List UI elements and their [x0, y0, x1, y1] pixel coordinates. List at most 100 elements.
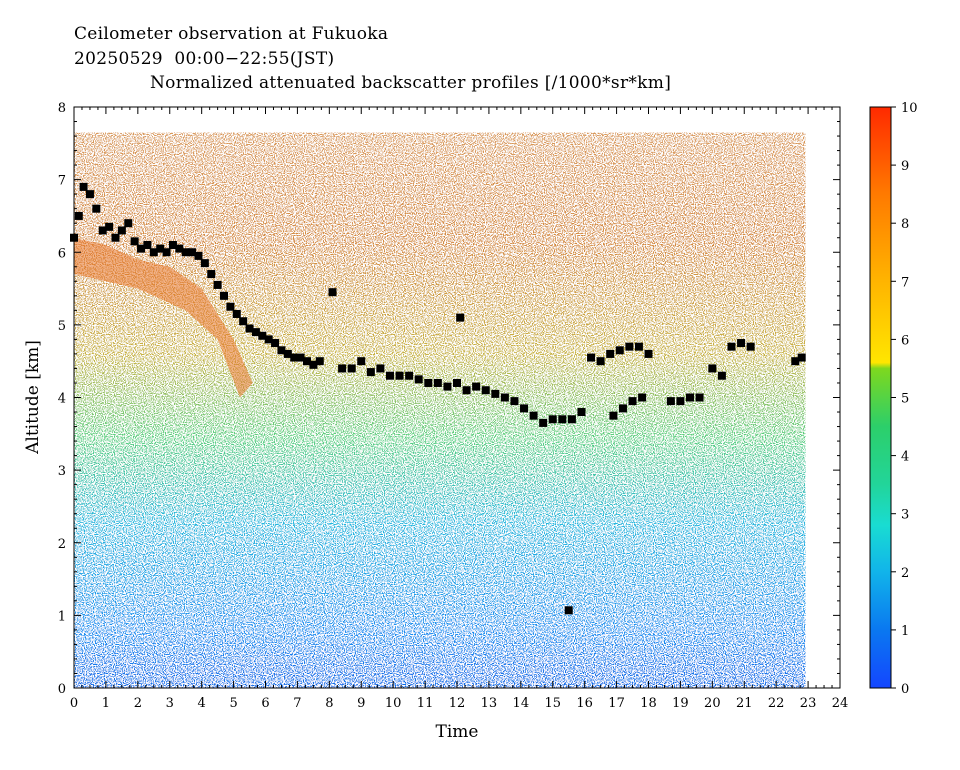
- no-data-top: [74, 107, 806, 133]
- cloud-base-point: [529, 411, 538, 420]
- cloud-base-point: [98, 226, 107, 235]
- x-tick-label: 14: [513, 696, 530, 711]
- colorbar-tick-label: 7: [901, 275, 909, 290]
- cloud-base-point: [548, 415, 557, 424]
- x-axis-label: Time: [436, 722, 479, 742]
- cloud-base-point: [587, 353, 596, 362]
- cloud-base-point: [277, 346, 286, 355]
- backscatter-heatmap: [74, 107, 840, 688]
- aerosol-layer: [74, 237, 253, 398]
- cloud-base-point: [168, 240, 177, 249]
- cloud-base-point: [366, 368, 375, 377]
- cloud-base-point: [539, 418, 548, 427]
- cloud-base-point: [644, 349, 653, 358]
- cloud-base-point: [685, 393, 694, 402]
- colorbar-tick-label: 0: [901, 682, 909, 697]
- cloud-base-point: [296, 353, 305, 362]
- cloud-base-point: [472, 382, 481, 391]
- cloud-base-point: [405, 371, 414, 380]
- x-tick-label: 0: [70, 696, 78, 711]
- x-tick-label: 23: [800, 696, 817, 711]
- colorbar-scale: [869, 106, 892, 689]
- cloud-base-point: [567, 415, 576, 424]
- cloud-base-point: [264, 335, 273, 344]
- cloud-base-point: [618, 404, 627, 413]
- cloud-base-point: [443, 382, 452, 391]
- cloud-base-point: [433, 378, 442, 387]
- x-tick-label: 19: [672, 696, 689, 711]
- cloud-base-point: [220, 291, 229, 300]
- x-tick-label: 20: [704, 696, 721, 711]
- cloud-base-point: [385, 371, 394, 380]
- cloud-base-point: [251, 328, 260, 337]
- colorbar-tick-label: 10: [901, 101, 918, 116]
- cloud-base-point: [564, 606, 573, 615]
- x-tick-label: 13: [481, 696, 498, 711]
- cloud-base-point: [130, 237, 139, 246]
- x-tick-label: 3: [166, 696, 174, 711]
- cloud-base-point: [500, 393, 509, 402]
- cloud-base-point: [124, 219, 133, 228]
- cloud-base-point: [791, 357, 800, 366]
- y-tick-label: 5: [58, 319, 66, 334]
- cloud-base-point: [315, 357, 324, 366]
- cloud-base-point: [200, 259, 209, 268]
- cloud-base-point: [462, 386, 471, 395]
- x-tick-label: 8: [325, 696, 333, 711]
- cloud-base-point: [92, 204, 101, 213]
- cloud-base-point: [85, 190, 94, 199]
- cloud-base-point: [271, 339, 280, 348]
- backscatter-field: [74, 132, 806, 688]
- y-tick-label: 0: [58, 682, 66, 697]
- chart-title-line-2: 20250529 00:00−22:55(JST): [74, 49, 335, 69]
- cloud-base-point: [558, 415, 567, 424]
- cloud-base-point: [737, 339, 746, 348]
- cloud-base-point: [188, 248, 197, 257]
- plot-axes: 0 1 2 3 4 5 6 7 8 9 10 11 12 13 14 15 16 17 18 19 20 21 22 23 24…: [58, 101, 849, 711]
- cloud-base-point: [309, 360, 318, 369]
- cloud-base-point: [577, 408, 586, 417]
- cloud-base-point: [74, 211, 83, 220]
- x-tick-label: 4: [198, 696, 206, 711]
- x-tick-label: 16: [576, 696, 593, 711]
- cloud-base-point: [207, 270, 216, 279]
- y-tick-label: 8: [58, 101, 66, 116]
- y-tick-label: 2: [58, 537, 66, 552]
- cloud-base-point: [676, 397, 685, 406]
- cloud-base-point: [491, 389, 500, 398]
- cloud-base-point: [181, 248, 190, 257]
- cloud-base-point: [395, 371, 404, 380]
- cloud-base-point: [746, 342, 755, 351]
- cloud-base-point: [117, 226, 126, 235]
- colorbar-tick-label: 3: [901, 508, 909, 523]
- cloud-base-point: [424, 378, 433, 387]
- cloud-base-point: [232, 309, 241, 318]
- y-tick-label: 6: [58, 246, 66, 261]
- y-tick-label: 1: [58, 609, 66, 624]
- cloud-base-point: [111, 233, 120, 242]
- colorbar-tick-label: 9: [901, 159, 909, 174]
- cloud-base-point: [328, 288, 337, 297]
- cloud-base-point: [194, 251, 203, 260]
- cloud-base-point: [105, 222, 114, 231]
- x-tick-label: 5: [229, 696, 237, 711]
- x-tick-label: 17: [608, 696, 625, 711]
- x-tick-label: 2: [134, 696, 142, 711]
- y-tick-label: 3: [58, 464, 66, 479]
- cloud-base-point: [283, 349, 292, 358]
- cloud-base-point: [162, 248, 171, 257]
- cloud-base-point: [357, 357, 366, 366]
- cloud-base-point: [510, 397, 519, 406]
- cloud-base-point: [625, 342, 634, 351]
- cloud-base-point: [414, 375, 423, 384]
- cloud-base-point: [797, 353, 806, 362]
- x-tick-label: 22: [768, 696, 785, 711]
- cloud-base-point: [149, 248, 158, 257]
- chart-title-line-3: Normalized attenuated backscatter profil…: [150, 73, 672, 93]
- x-tick-label: 15: [544, 696, 561, 711]
- x-tick-label: 7: [293, 696, 301, 711]
- cloud-base-point: [708, 364, 717, 373]
- cloud-base-point: [638, 393, 647, 402]
- chart-title-line-1: Ceilometer observation at Fukuoka: [74, 24, 389, 44]
